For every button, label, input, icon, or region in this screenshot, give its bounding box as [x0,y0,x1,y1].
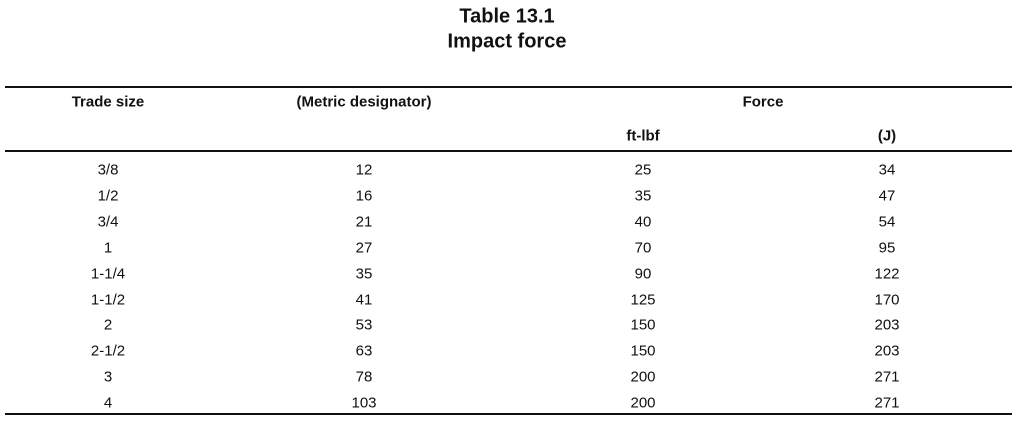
table-cell: 1 [103,239,113,257]
table-cell: 35 [634,187,652,205]
table-cell: 271 [874,394,900,412]
table-cell: 41 [355,291,373,308]
table-cell: 200 [630,394,656,412]
table-cell: 70 [634,239,652,257]
table-cell: 47 [878,187,896,205]
table-cell: 150 [630,316,656,334]
table-cell: 4 [103,394,113,412]
table-cell: 40 [634,213,652,231]
bottom-rule [5,413,1012,415]
table-cell: 2-1/2 [90,342,126,360]
table-cell: 3/4 [97,213,119,231]
table-cell: 54 [878,213,896,231]
column-header: (Metric designator) [296,93,432,111]
table-cell: 3 [103,368,113,386]
table-cell: 203 [874,316,900,334]
table-cell: 78 [355,368,373,386]
table-cell: 103 [351,394,377,412]
table-cell: 1-1/4 [90,265,126,283]
table-cell: 90 [634,265,652,283]
table-cell: 122 [874,265,900,283]
table-title: Table 13.1 [459,5,555,28]
subcolumn-header: (J) [877,127,897,145]
table-cell: 21 [355,213,373,231]
table-cell: 35 [355,265,373,283]
table-cell: 63 [355,342,373,360]
table-cell: 16 [355,187,373,205]
table-cell: 271 [874,368,900,386]
table-cell: 2 [103,316,113,334]
table-cell: 95 [878,239,896,257]
table-cell: 25 [634,161,652,179]
table-cell: 125 [630,291,656,308]
header-rule [5,150,1012,152]
column-header: Force [742,93,784,111]
table-cell: 34 [878,161,896,179]
table-cell: 150 [630,342,656,360]
table-cell: 12 [355,161,373,179]
table-cell: 27 [355,239,373,257]
subcolumn-header: ft-lbf [626,127,660,145]
table-cell: 53 [355,316,373,334]
column-header: Trade size [71,93,145,111]
table-cell: 200 [630,368,656,386]
table-cell: 1/2 [97,187,119,205]
table-cell: 203 [874,342,900,360]
table-cell: 1-1/2 [90,291,126,308]
top-rule [5,86,1012,88]
table-cell: 170 [874,291,900,308]
table-cell: 3/8 [97,161,119,179]
table-subtitle: Impact force [447,30,567,53]
